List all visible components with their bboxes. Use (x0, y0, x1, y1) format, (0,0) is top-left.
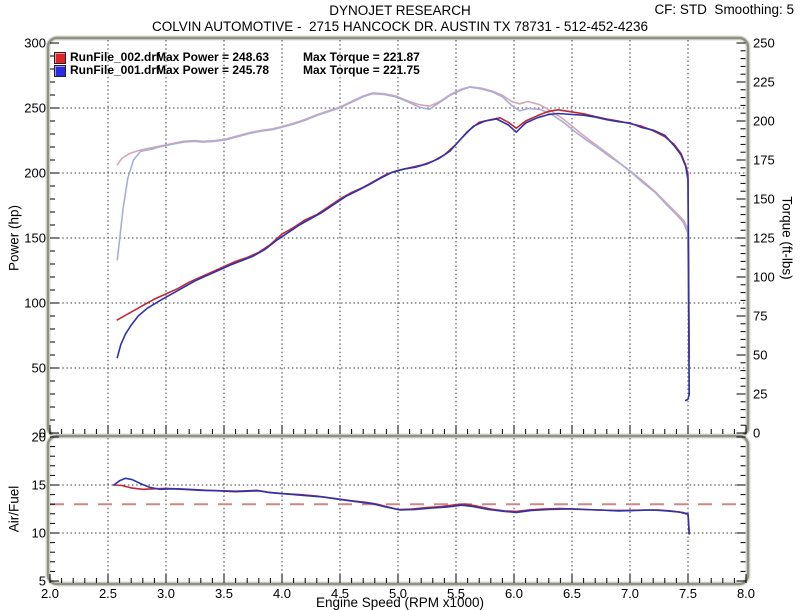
torque-axis-label: Torque (ft-lbs) (779, 196, 795, 280)
tick-label: 150 (24, 231, 46, 246)
tick-label: 7.0 (621, 586, 639, 601)
airfuel-axis-label: Air/Fuel (6, 485, 22, 533)
tick-label: 6.5 (563, 586, 581, 601)
series-curve (116, 86, 691, 397)
run2-file-label: RunFile_002.drf (70, 50, 161, 64)
tick-label: 3.5 (215, 586, 233, 601)
tick-label: 50 (753, 348, 767, 363)
run2-max-power: Max Power = 248.63 (156, 50, 270, 64)
tick-label: 7.5 (679, 586, 697, 601)
tick-label: 10 (32, 526, 46, 541)
tick-label: 25 (753, 387, 767, 402)
tick-label: 250 (753, 36, 775, 51)
tick-label: 15 (32, 478, 46, 493)
tick-label: 200 (753, 114, 775, 129)
tick-label: 5.0 (389, 586, 407, 601)
tick-label: 75 (753, 309, 767, 324)
tick-label: 175 (753, 153, 775, 168)
tick-label: 8.0 (737, 586, 755, 601)
tick-label: 2.5 (99, 586, 117, 601)
tick-label: 0 (753, 426, 760, 441)
run2-max-torque: Max Torque = 221.87 (303, 50, 420, 64)
tick-label: 4.5 (331, 586, 349, 601)
power-axis-label: Power (hp) (6, 204, 22, 272)
run1-blue-swatch-icon (54, 64, 66, 77)
tick-label: 300 (24, 36, 46, 51)
series-curve (116, 112, 691, 402)
tick-label: 6.0 (505, 586, 523, 601)
tick-label: 150 (753, 192, 775, 207)
tick-label: 5 (39, 574, 46, 589)
tick-label: 200 (24, 166, 46, 181)
run2-red-swatch-icon (54, 51, 66, 64)
tick-label: 20 (32, 430, 46, 445)
shop-address-subtitle: COLVIN AUTOMOTIVE - 2715 HANCOCK DR. AUS… (152, 19, 648, 34)
tick-label: 2.0 (41, 586, 59, 601)
run1-max-torque: Max Torque = 221.75 (303, 63, 420, 77)
legend: RunFile_002.drf Max Power = 248.63 Max T… (54, 51, 420, 77)
tick-label: 225 (753, 75, 775, 90)
engine-speed-axis-label: Engine Speed (RPM x1000) (315, 595, 485, 610)
legend-run-2: RunFile_002.drf Max Power = 248.63 Max T… (54, 51, 420, 64)
run1-max-power: Max Power = 245.78 (156, 63, 270, 77)
tick-label: 100 (753, 270, 775, 285)
tick-label: 0 (39, 426, 46, 441)
tick-label: 5.5 (447, 586, 465, 601)
legend-run-1: RunFile_001.drf Max Power = 245.78 Max T… (54, 64, 420, 77)
tick-label: 125 (753, 231, 775, 246)
cf-smoothing-setting: CF: STD Smoothing: 5 (654, 2, 794, 17)
tick-label: 4.0 (273, 586, 291, 601)
tick-label: 3.0 (157, 586, 175, 601)
tick-label: 100 (24, 296, 46, 311)
series-curve (113, 477, 691, 535)
run1-file-label: RunFile_001.drf (70, 63, 161, 77)
tick-label: 250 (24, 101, 46, 116)
page-title: DYNOJET RESEARCH (329, 3, 471, 18)
tick-label: 50 (32, 361, 46, 376)
